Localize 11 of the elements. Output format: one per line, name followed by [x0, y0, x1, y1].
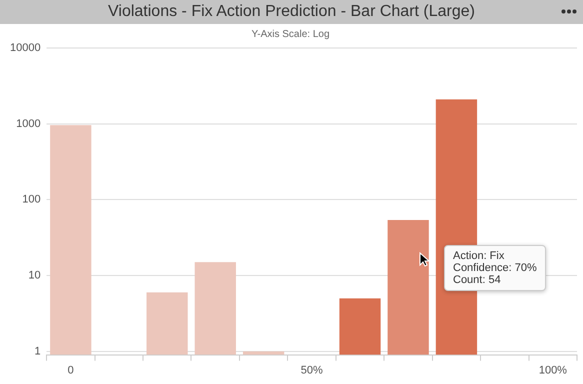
x-tick-label: 100% [538, 364, 568, 376]
chart-title: Violations - Fix Action Prediction - Bar Chart (Large) [108, 3, 475, 20]
y-tick-label: 1000 [16, 118, 41, 130]
chart-subtitle: Y-Axis Scale: Log [251, 28, 330, 40]
y-tick-label: 100 [22, 194, 41, 206]
y-tick-label: 1 [34, 345, 41, 358]
x-tick-label: 50% [300, 364, 324, 376]
x-tick-label: 0 [68, 364, 74, 376]
y-tick-label: 10000 [10, 42, 41, 54]
annotation: Action: Fix Confidence: 70% Count: 54 [444, 245, 546, 291]
y-tick-label: 10 [28, 270, 41, 282]
